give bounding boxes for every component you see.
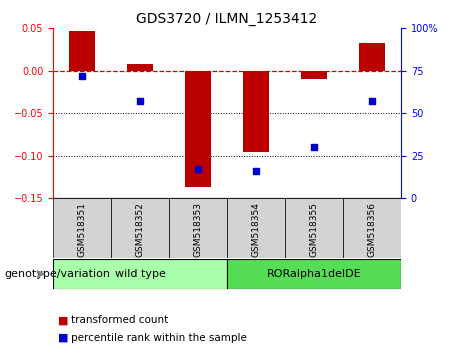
Title: GDS3720 / ILMN_1253412: GDS3720 / ILMN_1253412 <box>136 12 318 26</box>
Text: GSM518352: GSM518352 <box>136 202 145 257</box>
Bar <box>127 64 153 71</box>
Text: GSM518355: GSM518355 <box>309 202 319 257</box>
Bar <box>301 71 327 79</box>
Text: GSM518356: GSM518356 <box>367 202 377 257</box>
Text: genotype/variation: genotype/variation <box>5 269 111 279</box>
Point <box>195 166 202 172</box>
Point <box>78 73 86 79</box>
Bar <box>169 198 227 258</box>
Bar <box>227 198 285 258</box>
Text: GSM518351: GSM518351 <box>77 202 87 257</box>
Bar <box>359 43 385 71</box>
Text: transformed count: transformed count <box>71 315 169 325</box>
Text: RORalpha1delDE: RORalpha1delDE <box>267 269 361 279</box>
Bar <box>69 31 95 71</box>
Bar <box>111 198 169 258</box>
Bar <box>53 259 227 289</box>
Bar <box>343 198 401 258</box>
Bar <box>185 71 211 187</box>
Point <box>310 144 318 150</box>
Bar <box>53 198 111 258</box>
Bar <box>243 71 269 152</box>
Text: GSM518353: GSM518353 <box>194 202 202 257</box>
Point <box>252 168 260 174</box>
Text: wild type: wild type <box>115 269 165 279</box>
Point <box>136 98 144 104</box>
Text: ■: ■ <box>58 315 68 325</box>
Text: GSM518354: GSM518354 <box>252 202 260 257</box>
Bar <box>285 198 343 258</box>
Bar <box>227 259 401 289</box>
Point <box>368 98 376 104</box>
Text: percentile rank within the sample: percentile rank within the sample <box>71 333 248 343</box>
Text: ■: ■ <box>58 333 68 343</box>
